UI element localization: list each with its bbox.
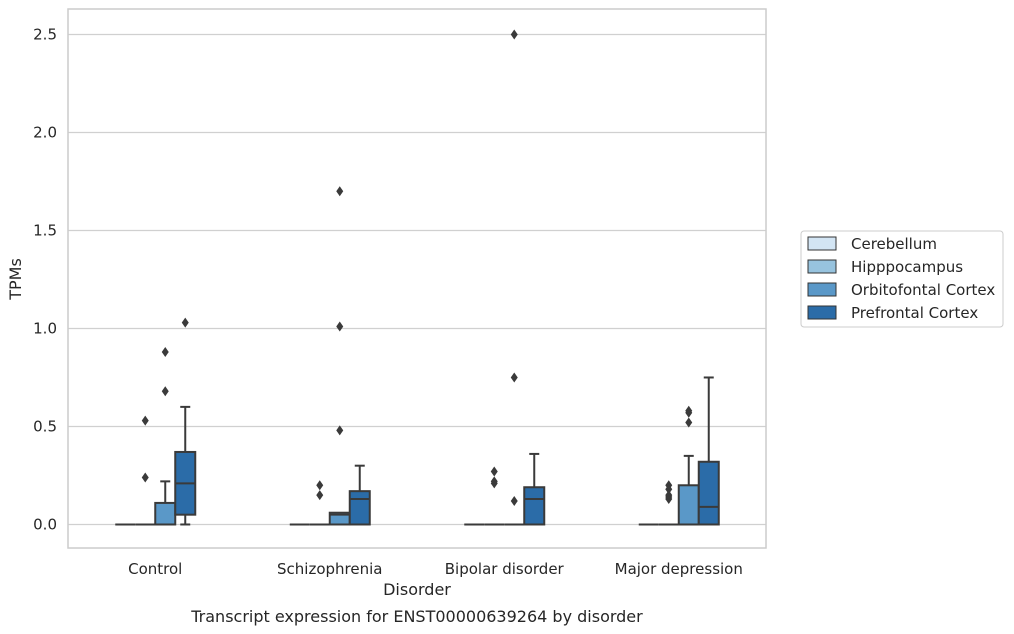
outlier-point: [336, 321, 344, 332]
box-orbitofontal-cortex: [154, 347, 177, 526]
y-tick-label: 1.0: [33, 319, 57, 337]
outlier-point: [161, 386, 169, 397]
x-tick-label: Major depression: [615, 560, 743, 578]
box-orbitofontal-cortex: [504, 29, 525, 526]
plot-area: [68, 9, 766, 548]
box-prefrontal-cortex: [523, 452, 546, 526]
outlier-point: [510, 495, 518, 506]
legend-label: Hipppocampus: [851, 258, 963, 276]
outlier-point: [316, 480, 324, 491]
outlier-point: [490, 476, 498, 487]
box-body: [697, 460, 720, 526]
y-tick-label: 2.0: [33, 123, 57, 141]
box-group: [289, 186, 371, 526]
legend-label: Prefrontal Cortex: [851, 304, 978, 322]
x-axis-title: Disorder: [383, 580, 451, 599]
legend-label: Orbitofontal Cortex: [851, 281, 995, 299]
x-tick-label: Schizophrenia: [277, 560, 382, 578]
y-axis-title: TPMs: [6, 258, 25, 301]
y-tick-labels: 0.0 0.5 1.0 1.5 2.0 2.5: [33, 25, 57, 533]
outlier-point: [141, 472, 149, 483]
outlier-point: [665, 480, 673, 491]
box-group: [638, 376, 720, 526]
outlier-point: [510, 29, 518, 40]
outlier-point: [490, 466, 498, 477]
box-prefrontal-cortex: [697, 376, 720, 526]
x-tick-labels: Control Schizophrenia Bipolar disorder Majo…: [128, 560, 743, 578]
box-groups: [115, 29, 720, 526]
figure-caption: Transcript expression for ENST0000063926…: [190, 607, 643, 626]
box-body: [348, 490, 371, 526]
box-body: [677, 484, 700, 526]
box-hipppocampus: [658, 480, 679, 526]
outlier-point: [181, 317, 189, 328]
y-tick-label: 0.5: [33, 417, 57, 435]
box-hipppocampus: [135, 415, 156, 526]
y-tick-label: 2.5: [33, 25, 57, 43]
legend-frame: [800, 230, 1004, 328]
box-hipppocampus: [309, 480, 330, 526]
legend-swatch: [807, 259, 837, 274]
legend-swatch: [807, 305, 837, 320]
box-orbitofontal-cortex: [677, 405, 700, 526]
legend-swatch: [807, 282, 837, 297]
box-prefrontal-cortex: [348, 464, 371, 526]
outlier-point: [336, 186, 344, 197]
y-tick-label: 0.0: [33, 515, 57, 533]
box-group: [115, 317, 197, 526]
outlier-point: [665, 490, 673, 501]
outlier-point: [316, 490, 324, 501]
legend-label: Cerebellum: [851, 235, 937, 253]
legend: Cerebellum Hipppocampus Orbitofontal Corte…: [800, 230, 1004, 328]
box-prefrontal-cortex: [174, 317, 197, 526]
outlier-point: [510, 372, 518, 383]
outlier-point: [336, 425, 344, 436]
outlier-point: [685, 405, 693, 416]
plot-frame: [67, 8, 767, 549]
x-tick-label: Control: [128, 560, 182, 578]
box-group: [464, 29, 546, 526]
outlier-point: [161, 347, 169, 357]
y-tick-label: 1.5: [33, 221, 57, 239]
x-tick-label: Bipolar disorder: [445, 560, 565, 578]
legend-swatch: [807, 236, 837, 251]
outlier-point: [685, 417, 693, 428]
box-body: [523, 486, 546, 526]
box-body: [154, 501, 177, 526]
outlier-point: [141, 415, 149, 426]
box-hipppocampus: [484, 466, 505, 526]
